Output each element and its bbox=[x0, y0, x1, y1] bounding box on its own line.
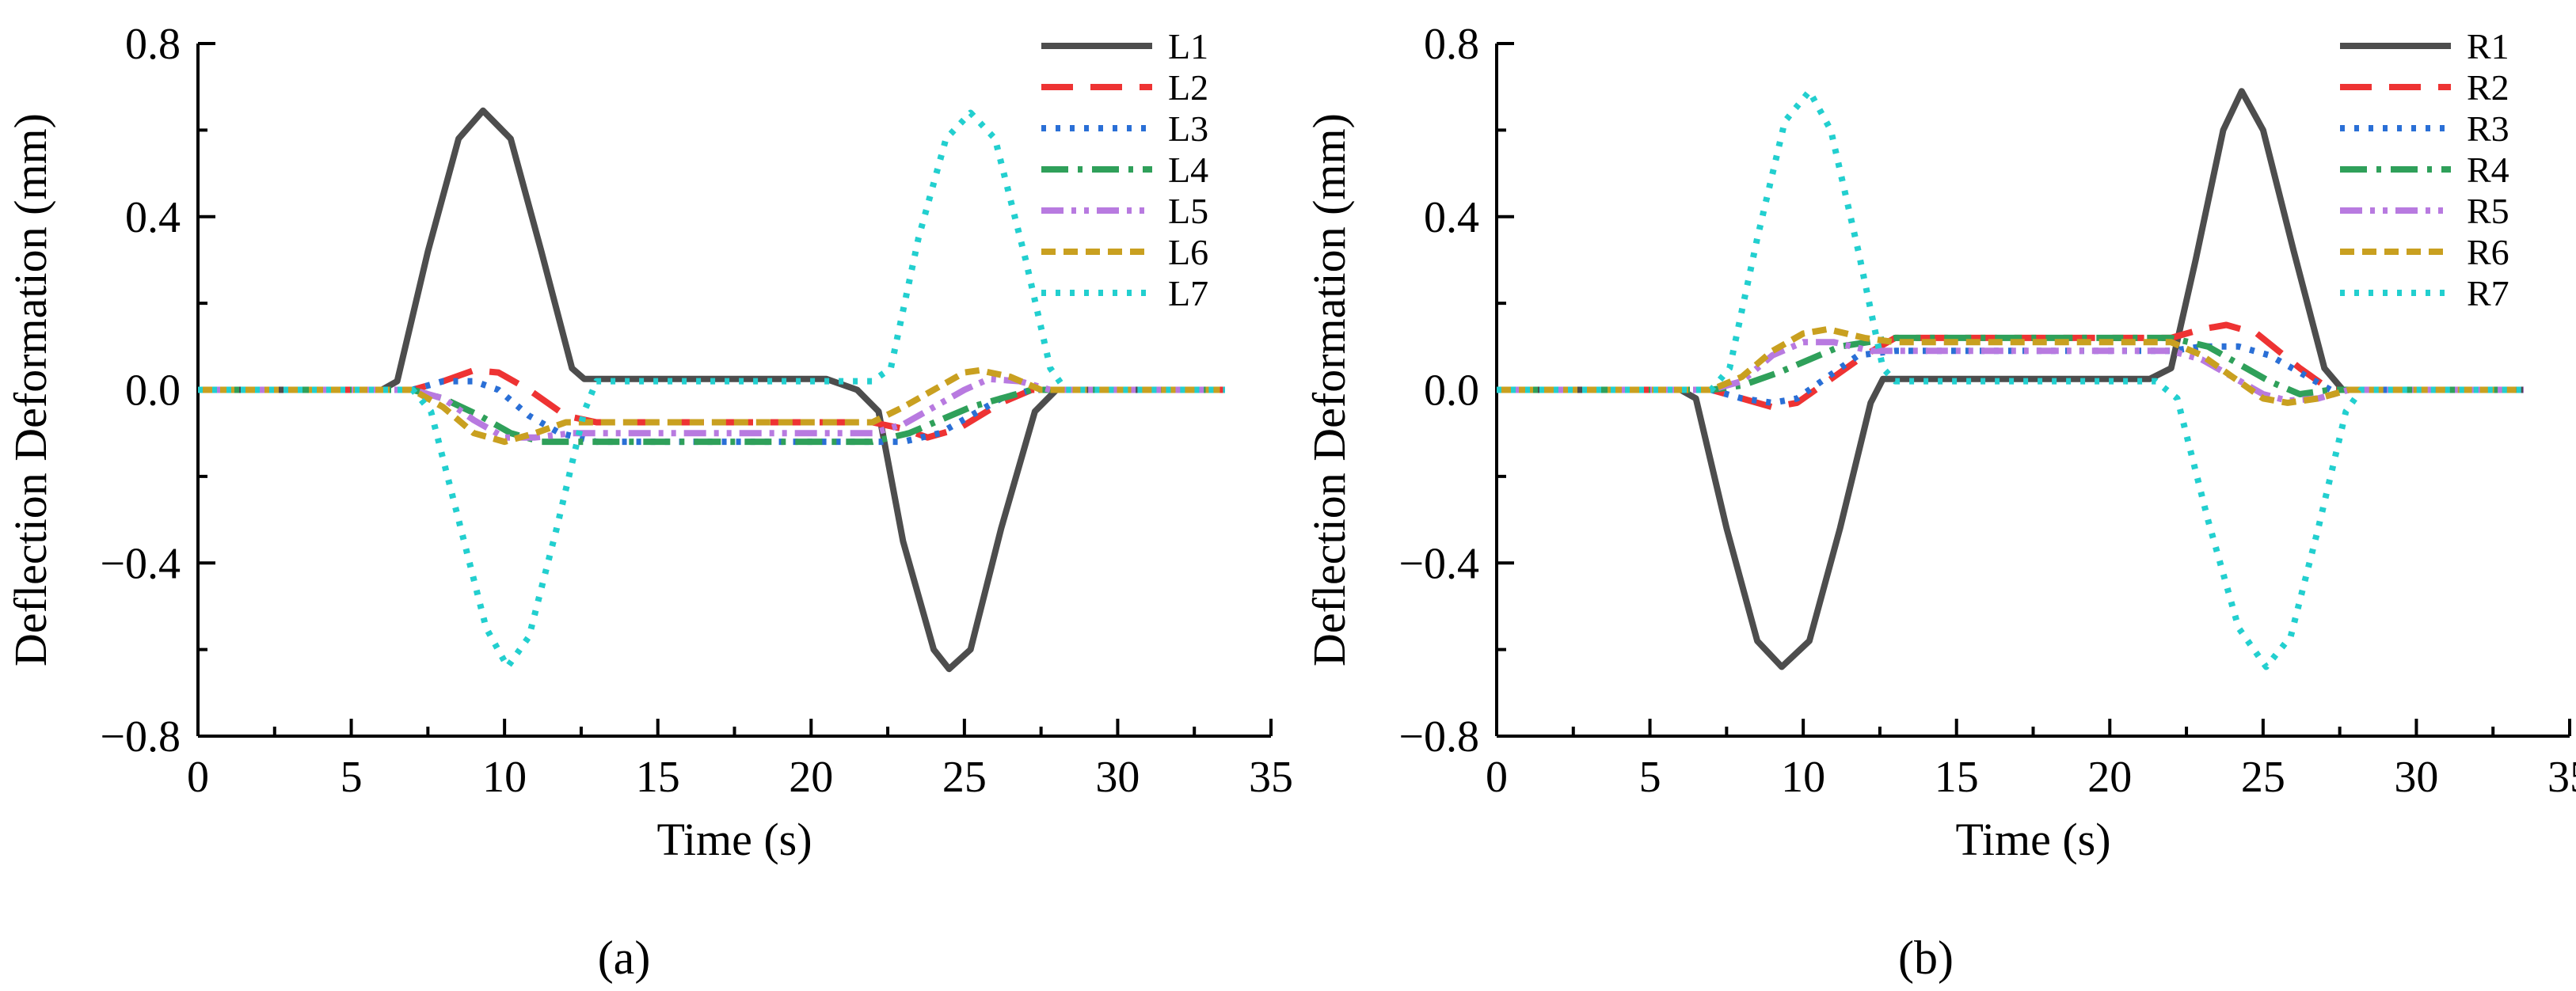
chart-a-x-tick-label: 35 bbox=[1249, 753, 1293, 802]
chart-a-x-tick-label: 10 bbox=[482, 753, 527, 802]
chart-a-y-tick-label: 0.0 bbox=[125, 366, 181, 416]
chart-b-x-tick-label: 5 bbox=[1639, 753, 1661, 802]
legend-label-r1: R1 bbox=[2467, 26, 2509, 66]
chart-a-x-axis-title: Time (s) bbox=[656, 814, 812, 865]
chart-a-x-tick-label: 25 bbox=[942, 753, 987, 802]
series-line-l5 bbox=[198, 375, 1225, 441]
chart-b-x-tick-label: 20 bbox=[2087, 753, 2132, 802]
chart-a-y-axis-title: Deflection Deformation (mm) bbox=[5, 113, 56, 666]
panel-label-b: (b) bbox=[1898, 932, 1954, 984]
series-line-r3 bbox=[1497, 343, 2524, 406]
legend-label-l3: L3 bbox=[1168, 108, 1208, 149]
chart-b-y-tick-label: 0.8 bbox=[1424, 20, 1479, 69]
chart-b-x-tick-label: 10 bbox=[1781, 753, 1825, 802]
series-line-r7 bbox=[1497, 88, 2524, 670]
legend-label-r6: R6 bbox=[2467, 232, 2509, 272]
chart-a-x-tick-label: 0 bbox=[187, 753, 209, 802]
series-line-l2 bbox=[198, 366, 1225, 441]
chart-b-x-axis-title: Time (s) bbox=[1955, 814, 2110, 865]
chart-panel-a: 0 5 10 15 20 25 30 35 −0.8 −0.4 0.0 0.4 0.8 Time (s) D… bbox=[5, 20, 1293, 865]
legend-label-l6: L6 bbox=[1168, 232, 1208, 272]
series-line-l4 bbox=[198, 386, 1225, 446]
chart-b-y-axis-title: Deflection Deformation (mm) bbox=[1303, 113, 1355, 666]
legend-label-r2: R2 bbox=[2467, 67, 2509, 108]
legend-label-l1: L1 bbox=[1168, 26, 1208, 66]
panel-label-a: (a) bbox=[598, 932, 651, 984]
chart-a-y-tick-label: −0.8 bbox=[100, 712, 181, 761]
legend-label-r7: R7 bbox=[2467, 273, 2509, 313]
legend-label-l5: L5 bbox=[1168, 191, 1208, 231]
chart-b-x-tick-label: 15 bbox=[1935, 753, 1979, 802]
series-line-l7 bbox=[198, 109, 1225, 670]
legend-label-l4: L4 bbox=[1168, 150, 1208, 190]
legend-label-r5: R5 bbox=[2467, 191, 2509, 231]
chart-b-x-tick-label: 0 bbox=[1486, 753, 1508, 802]
chart-b-y-tick-label: −0.4 bbox=[1398, 539, 1479, 588]
legend-label-l2: L2 bbox=[1168, 67, 1208, 108]
chart-a-x-tick-label: 30 bbox=[1095, 753, 1140, 802]
series-line-r6 bbox=[1497, 325, 2524, 406]
chart-b-y-tick-label: 0.4 bbox=[1424, 193, 1479, 242]
legend-label-r3: R3 bbox=[2467, 108, 2509, 149]
chart-b-y-tick-label: 0.0 bbox=[1424, 366, 1479, 416]
series-line-l6 bbox=[198, 366, 1225, 446]
chart-b-x-tick-label: 25 bbox=[2241, 753, 2285, 802]
chart-a-x-tick-label: 20 bbox=[789, 753, 833, 802]
chart-panel-b: 0 5 10 15 20 25 30 35 −0.8 −0.4 0.0 0.4 0.8 Time (s) D… bbox=[1303, 20, 2576, 865]
legend-label-r4: R4 bbox=[2467, 150, 2509, 190]
legend-label-l7: L7 bbox=[1168, 273, 1208, 313]
chart-a-x-tick-label: 15 bbox=[636, 753, 680, 802]
chart-b-x-tick-label: 30 bbox=[2394, 753, 2438, 802]
chart-a-y-tick-label: 0.4 bbox=[125, 193, 181, 242]
chart-b-x-tick-label: 35 bbox=[2547, 753, 2576, 802]
chart-a-y-tick-label: 0.8 bbox=[125, 20, 181, 69]
series-line-r4 bbox=[1497, 334, 2524, 397]
chart-b-y-tick-label: −0.8 bbox=[1398, 712, 1479, 761]
chart-a-y-tick-label: −0.4 bbox=[100, 539, 181, 588]
chart-a-x-tick-label: 5 bbox=[341, 753, 363, 802]
series-line-r1 bbox=[1497, 88, 2524, 670]
